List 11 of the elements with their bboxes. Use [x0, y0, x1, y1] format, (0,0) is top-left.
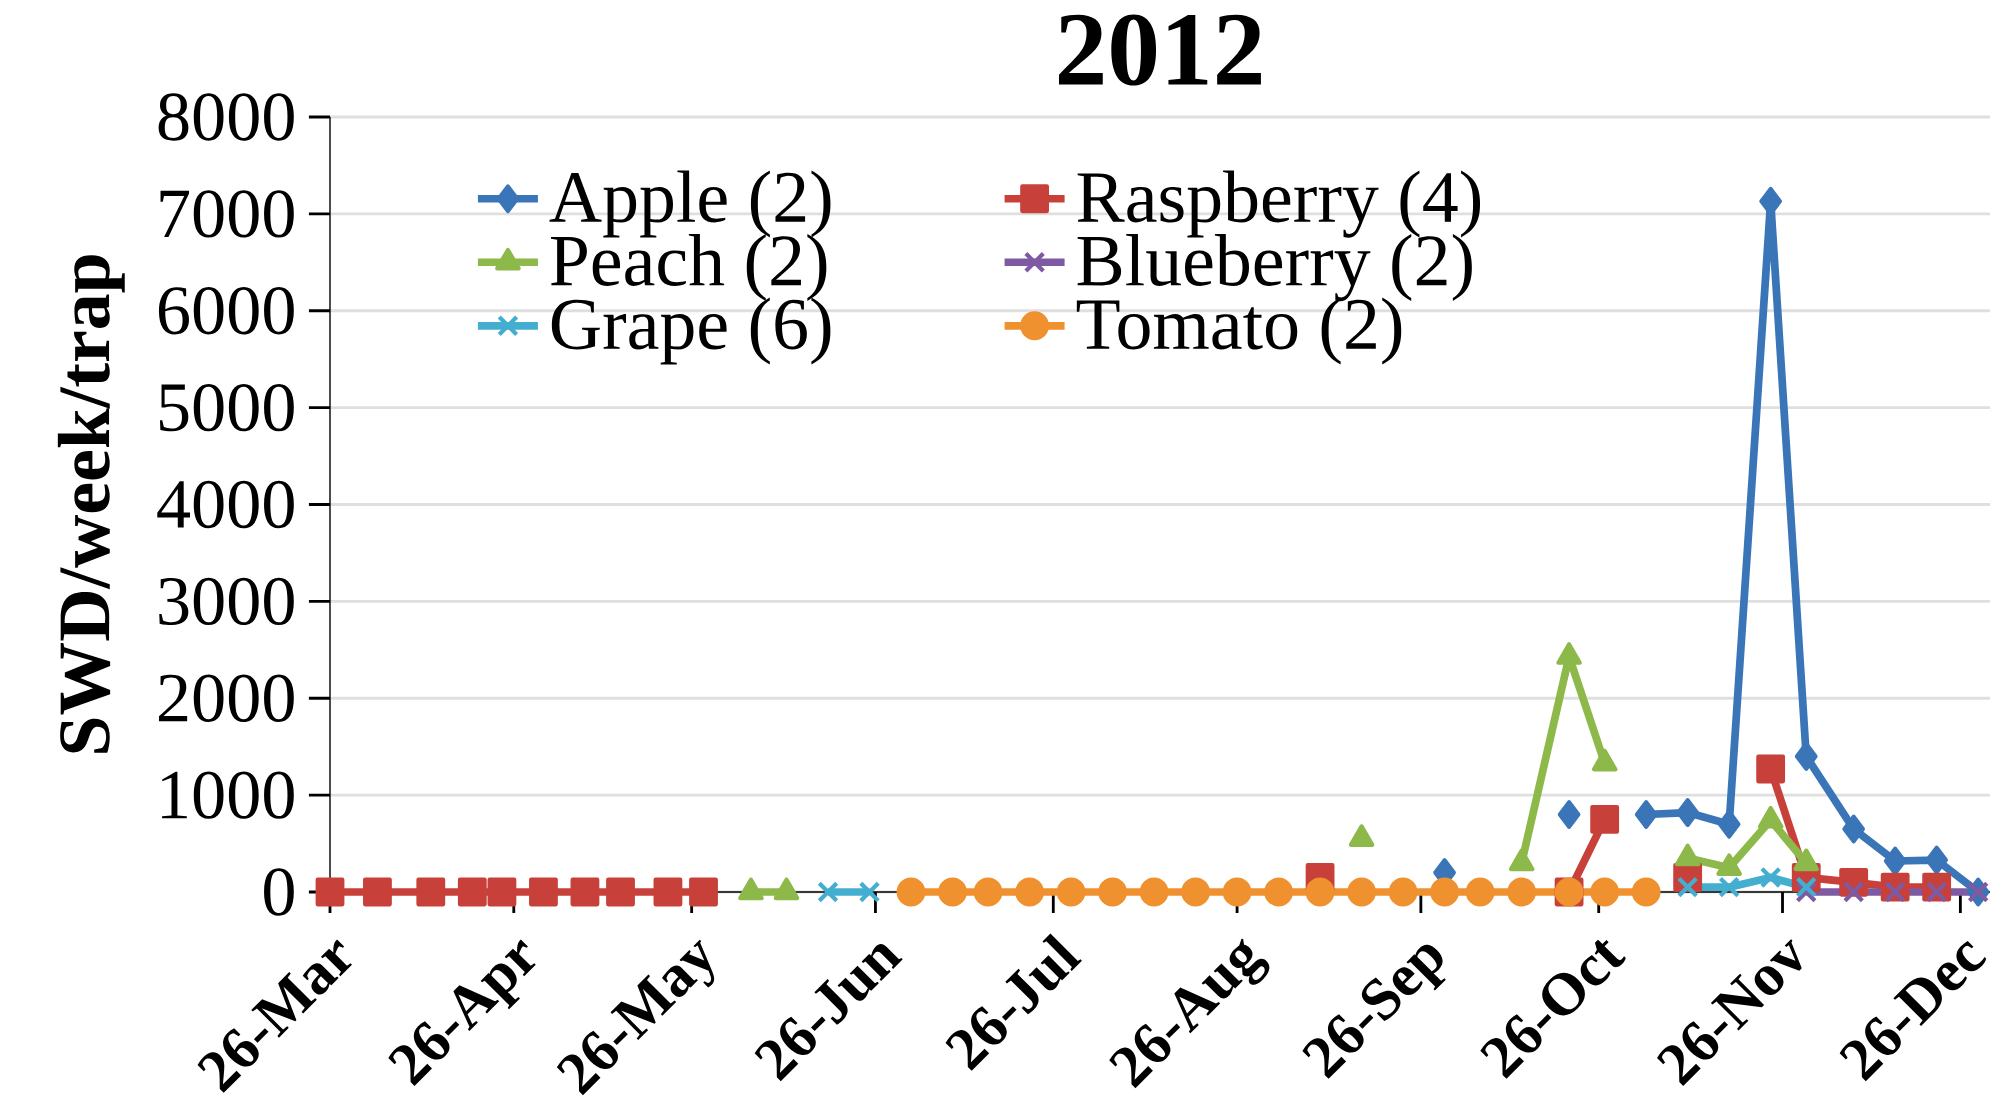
y-tick-label: 1000 — [162, 771, 294, 819]
y-tick-label: 6000 — [158, 287, 294, 335]
y-tick-label: 8000 — [158, 93, 294, 141]
chart-title: 2012 — [1058, 14, 1261, 86]
y-tick-label: 4000 — [157, 480, 294, 529]
y-tick-label: 2000 — [159, 674, 294, 722]
y-axis-title: SWD/week/trap — [57, 255, 125, 753]
y-tick-label: 3000 — [159, 577, 294, 626]
y-tick-label: 0 — [264, 868, 294, 916]
y-tick-label: 7000 — [160, 190, 294, 238]
y-tick-label: 5000 — [159, 383, 294, 432]
